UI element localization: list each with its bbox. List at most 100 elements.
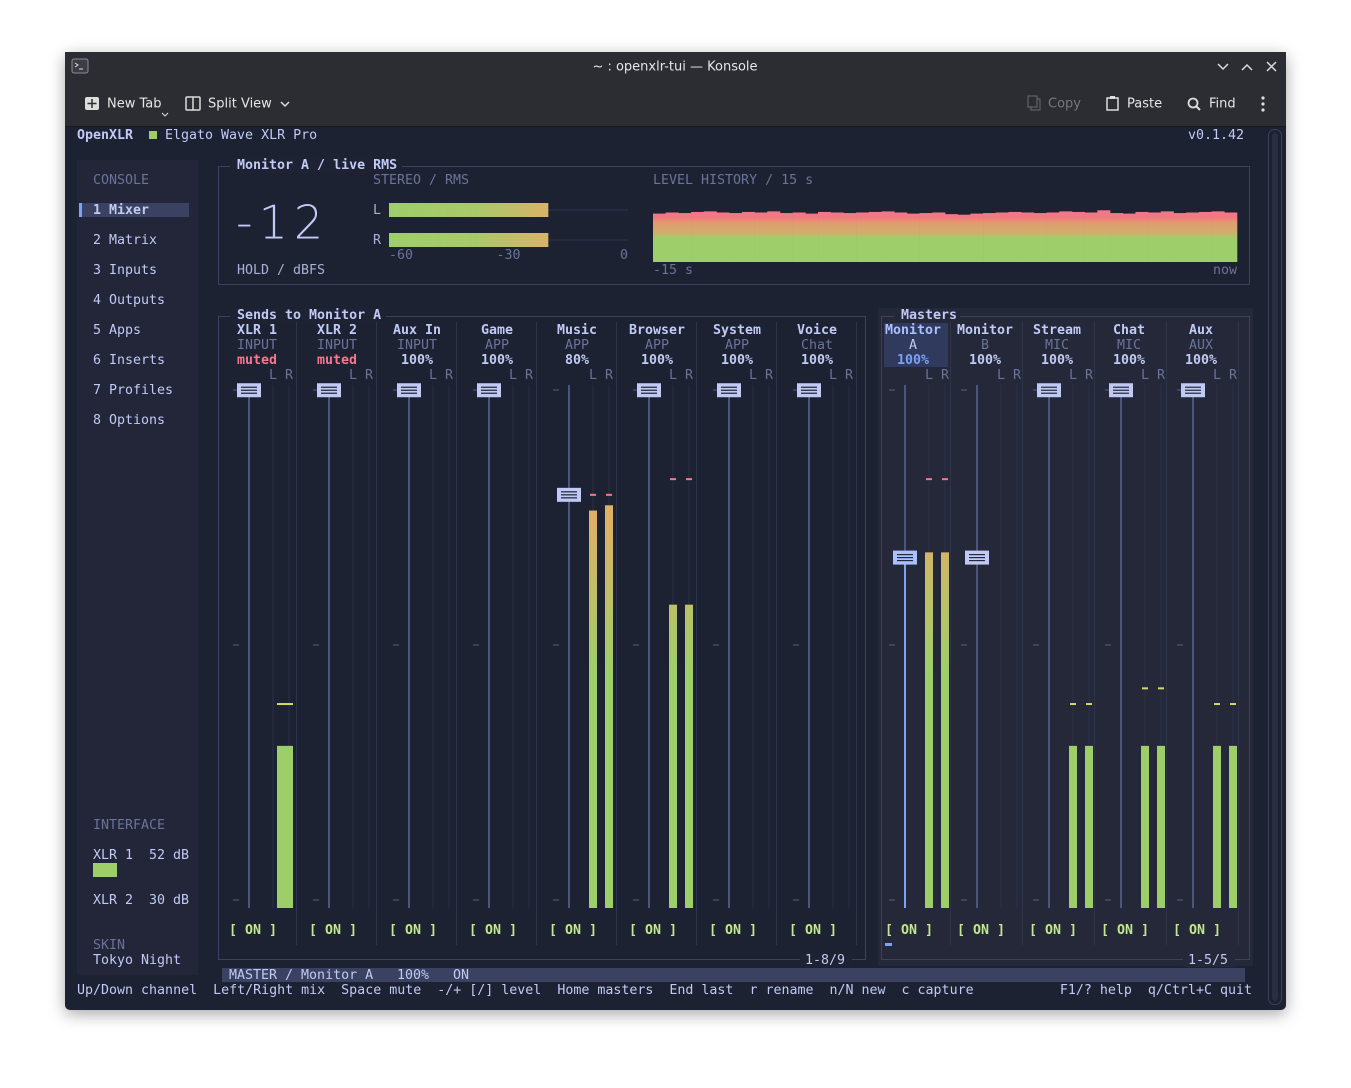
fader-knob[interactable]: [965, 550, 989, 565]
scale-label: -30: [496, 248, 520, 263]
fader-knob[interactable]: [397, 383, 421, 398]
strip-switch[interactable]: [ ON ]: [885, 923, 933, 938]
paste[interactable]: Paste: [1127, 97, 1162, 112]
scrollbar-thumb[interactable]: [1272, 133, 1278, 1001]
strip-switch[interactable]: [ ON ]: [1029, 923, 1077, 938]
strip-switch[interactable]: [ ON ]: [469, 923, 517, 938]
fader-knob[interactable]: [1181, 383, 1205, 398]
meter-label: R: [1085, 368, 1093, 383]
strip-type: INPUT: [397, 338, 437, 353]
meter-bar: [685, 604, 693, 908]
strip-type: MIC: [1045, 338, 1069, 353]
split-view-button[interactable]: Split View: [185, 96, 290, 112]
meter-label: L: [1213, 368, 1221, 383]
status-target: MASTER / Monitor A: [229, 968, 373, 983]
strip-level: 100%: [1185, 353, 1217, 368]
interface-signal: [93, 863, 117, 877]
strip-switch[interactable]: [ ON ]: [629, 923, 677, 938]
meter-label: L: [1069, 368, 1077, 383]
history-bar: [1173, 213, 1187, 262]
meter-label: L: [589, 368, 597, 383]
fader-knob[interactable]: [1037, 383, 1061, 398]
history-bar: [767, 211, 781, 262]
masters-title: Masters: [901, 308, 957, 323]
sidebar-item[interactable]: 5 Apps: [93, 323, 141, 338]
strip-switch[interactable]: [ ON ]: [309, 923, 357, 938]
paste-button[interactable]: Paste: [1106, 96, 1162, 112]
peak-hold: [670, 478, 692, 481]
fader-knob[interactable]: [317, 383, 341, 398]
history-bar: [1186, 212, 1200, 262]
peak-dash: [1142, 687, 1148, 690]
history-bar: [1059, 211, 1073, 262]
strip-switch[interactable]: [ ON ]: [549, 923, 597, 938]
meter-label: L: [269, 368, 277, 383]
fader-knob[interactable]: [717, 383, 741, 398]
channel-label: R: [373, 233, 381, 248]
scrollbar[interactable]: [1268, 129, 1282, 1005]
panel-title-bg: [230, 158, 402, 173]
copy[interactable]: Copy: [1048, 97, 1081, 112]
fader-knob[interactable]: [237, 383, 261, 398]
sidebar-item[interactable]: 1 Mixer: [93, 202, 149, 218]
strip-switch[interactable]: [ ON ]: [1173, 923, 1221, 938]
meter-label: L: [1141, 368, 1149, 383]
window-controls[interactable]: [1217, 61, 1277, 72]
copy-button[interactable]: Copy: [1027, 95, 1081, 112]
meter-label: R: [445, 368, 453, 383]
history-bar: [983, 213, 997, 262]
history-bar: [1224, 212, 1238, 262]
strip-level: 100%: [801, 353, 833, 368]
meter-label: L: [429, 368, 437, 383]
history-bar: [741, 211, 755, 262]
sends-title: Sends to Monitor A: [237, 307, 381, 323]
help-key: n/N new: [829, 983, 885, 998]
meter-label: L: [669, 368, 677, 383]
meter-bar: [1085, 745, 1093, 908]
meter-label: L: [829, 368, 837, 383]
find-button[interactable]: Find: [1187, 97, 1236, 112]
fader-knob[interactable]: [637, 383, 661, 398]
history-bar: [703, 211, 717, 262]
version: v0.1.42: [1188, 128, 1244, 143]
fader-knob[interactable]: [893, 550, 917, 565]
channel-label: L: [373, 203, 381, 218]
new-tab-button[interactable]: New Tab: [85, 97, 169, 117]
history-bar: [729, 213, 743, 262]
help-key: q/Ctrl+C quit: [1148, 983, 1252, 998]
peak-dash: [926, 478, 932, 481]
strip-name: Voice: [797, 322, 837, 338]
strip-switch[interactable]: [ ON ]: [229, 923, 277, 938]
strip-switch[interactable]: [ ON ]: [1101, 923, 1149, 938]
sidebar-item[interactable]: 6 Inserts: [93, 353, 165, 368]
find[interactable]: Find: [1209, 97, 1236, 112]
selected-marker: [79, 203, 82, 217]
history-bar: [678, 213, 692, 262]
app-icon: [71, 58, 89, 74]
device-status: [149, 131, 157, 139]
sidebar-item[interactable]: 8 Options: [93, 413, 165, 428]
split-view[interactable]: Split View: [208, 97, 272, 112]
fader-knob[interactable]: [477, 383, 501, 398]
strip-switch[interactable]: [ ON ]: [389, 923, 437, 938]
strip-type: APP: [645, 338, 669, 353]
peak-dash: [1070, 703, 1076, 706]
history-bar: [779, 213, 793, 262]
new-tab[interactable]: New Tab: [107, 97, 162, 112]
fader-knob[interactable]: [1109, 383, 1133, 398]
sidebar-item[interactable]: 3 Inputs: [93, 263, 157, 278]
strip-switch[interactable]: [ ON ]: [957, 923, 1005, 938]
fader-knob[interactable]: [557, 487, 581, 502]
sidebar-item[interactable]: 7 Profiles: [93, 383, 173, 398]
strip-name: Game: [481, 323, 513, 338]
interface-gain: 30 dB: [149, 893, 189, 908]
fader-knob[interactable]: [797, 383, 821, 398]
sidebar-item[interactable]: 4 Outputs: [93, 293, 165, 308]
strip-switch[interactable]: [ ON ]: [709, 923, 757, 938]
sidebar-items: 1 Mixer 2 Matrix 3 Inputs 4 Outputs 5 Apps 6 …: [93, 202, 173, 428]
strip-switch[interactable]: [ ON ]: [789, 923, 837, 938]
menu-button[interactable]: [1261, 96, 1265, 112]
peak-hold: [1214, 703, 1236, 706]
sidebar-item[interactable]: 2 Matrix: [93, 233, 157, 248]
history-bar: [691, 211, 705, 262]
